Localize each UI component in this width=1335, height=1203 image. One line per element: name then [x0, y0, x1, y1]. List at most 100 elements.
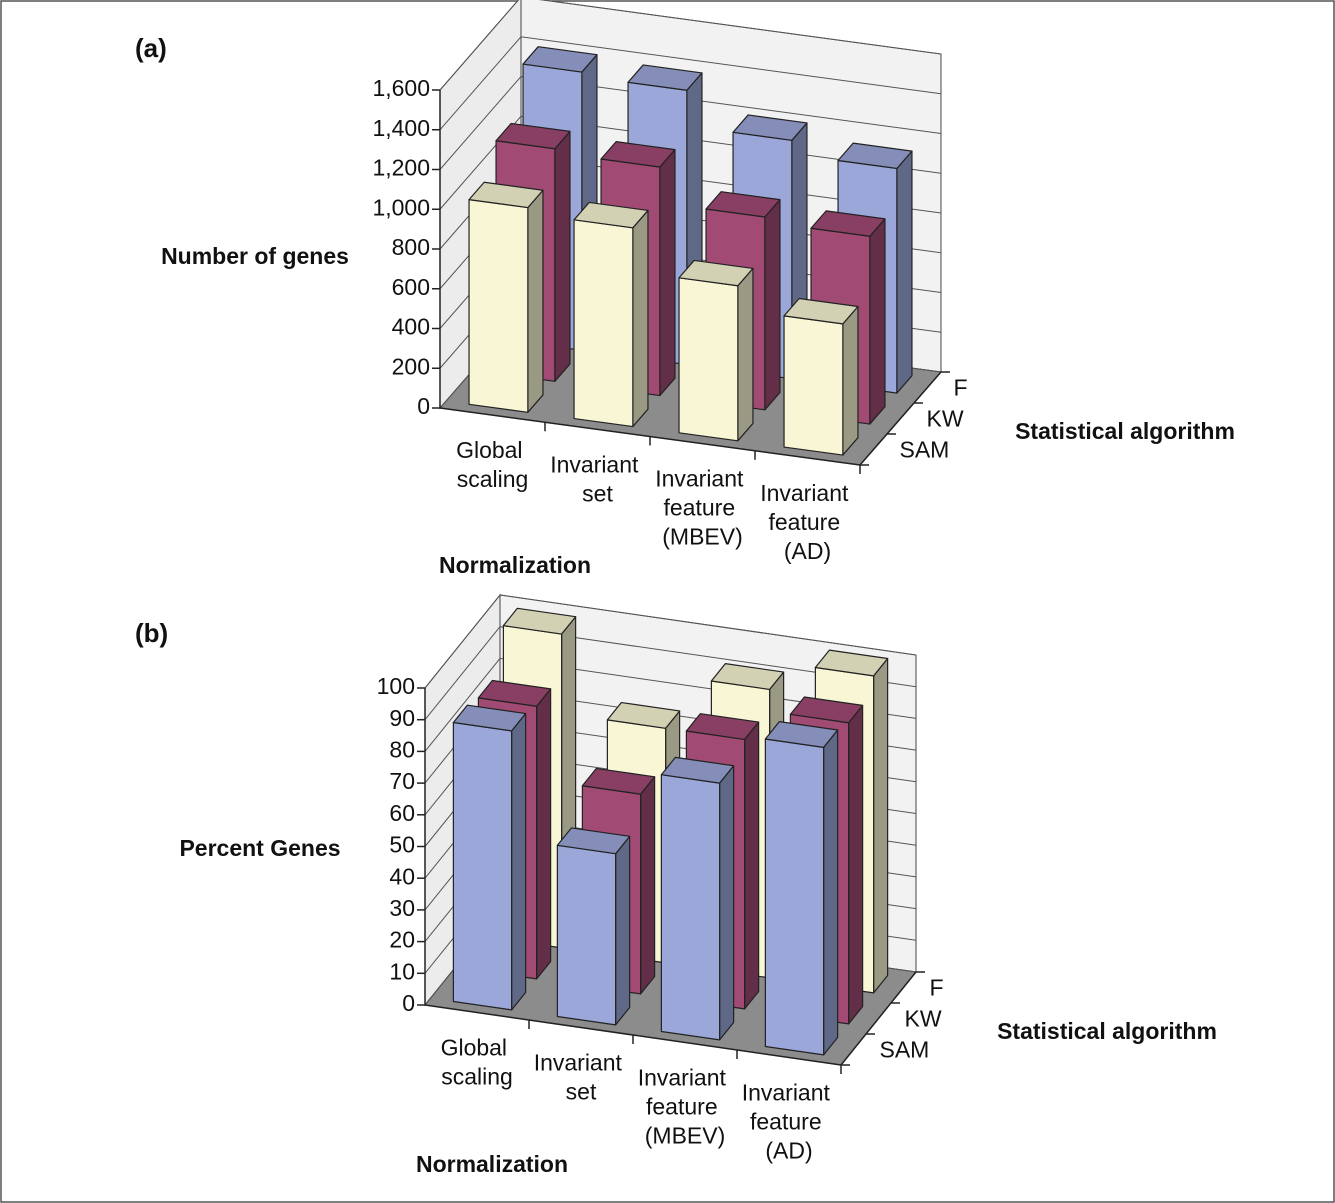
x-tick-label-line: feature: [664, 495, 742, 521]
bar-front: [452, 721, 513, 1011]
x-tick-label: Invariant feature (AD): [760, 480, 855, 564]
bar-side: [615, 835, 631, 1026]
y-tick-label: 50: [389, 832, 415, 858]
bar-side: [823, 729, 839, 1056]
grid-line: [439, 36, 942, 131]
x-tick-label: Global scaling: [441, 1035, 514, 1090]
bar-side: [511, 712, 527, 1011]
bar-side: [536, 688, 552, 980]
bar-top: [477, 679, 552, 707]
x-tick-label-line: feature: [769, 509, 847, 535]
y-tick-label: 1,000: [372, 194, 430, 220]
x-tick-label-line: (AD): [784, 538, 831, 564]
bar-top: [705, 191, 781, 218]
y-tick-label: 0: [402, 990, 415, 1016]
bar-side: [896, 150, 913, 394]
y-tick-label: 600: [392, 274, 430, 300]
bar-top: [710, 663, 785, 691]
bar-side: [527, 189, 544, 413]
x-tick-label: Invariant feature (MBEV): [638, 1065, 733, 1149]
bar-top: [810, 210, 886, 237]
x-tick-label-line: scaling: [441, 1064, 513, 1090]
bar-side: [869, 218, 886, 425]
bar-front: [764, 738, 825, 1056]
bar-front: [783, 315, 844, 456]
bar: [452, 704, 527, 1011]
bar: [660, 756, 735, 1041]
bar-side: [632, 209, 649, 428]
x-tick-label-line: Global: [456, 437, 529, 463]
bar-top: [660, 756, 735, 784]
panel-label: (a): [135, 33, 167, 63]
x-tick-label-line: Invariant: [655, 466, 750, 492]
x-tick-label-line: set: [582, 480, 613, 506]
x-tick-label: Invariant set: [534, 1050, 629, 1105]
bar: [468, 181, 544, 413]
x-axis-label: Normalization: [439, 552, 591, 578]
bar-top: [452, 704, 527, 732]
bar-top: [600, 141, 676, 168]
bar: [678, 259, 754, 442]
bar-top: [502, 607, 577, 635]
z-axis-label: Statistical algorithm: [1015, 418, 1235, 444]
bar-top: [522, 46, 598, 73]
depth-label: F: [954, 375, 968, 401]
x-tick-label-line: Invariant: [550, 451, 645, 477]
x-tick-label-line: Invariant: [638, 1065, 733, 1091]
y-tick-label: 20: [389, 927, 415, 953]
bar-front: [468, 199, 529, 413]
x-tick-label-line: feature: [646, 1094, 724, 1120]
bar-top: [606, 701, 681, 729]
y-tick-label: 60: [389, 800, 415, 826]
y-tick-label: 1,600: [372, 75, 430, 101]
bar-top: [783, 297, 859, 325]
bar-top: [814, 649, 889, 677]
y-axis-label: Number of genes: [161, 243, 349, 269]
bar-top: [764, 721, 839, 748]
x-tick-label-line: feature: [750, 1109, 828, 1135]
bar-side: [554, 130, 571, 382]
x-tick-label-line: Global: [441, 1035, 514, 1061]
y-tick-label: 30: [389, 895, 415, 921]
y-tick-label: 200: [392, 353, 430, 379]
bar: [783, 297, 859, 456]
bar-front: [556, 844, 617, 1026]
bar-top: [837, 142, 913, 170]
bar-top: [732, 114, 808, 141]
x-tick-label: Invariant feature (AD): [742, 1080, 837, 1164]
bar-side: [719, 765, 735, 1041]
x-axis-label: Normalization: [416, 1151, 568, 1177]
bar-top: [678, 259, 754, 287]
grid-line: [424, 594, 917, 689]
y-axis-label: Percent Genes: [179, 835, 340, 861]
bar-front: [573, 219, 634, 428]
bar-top: [468, 181, 544, 209]
bar-top: [685, 713, 760, 741]
bar-side: [764, 199, 781, 411]
y-tick-label: 1,400: [372, 115, 430, 141]
x-tick-label-line: Invariant: [760, 480, 855, 506]
bar-front: [678, 277, 739, 442]
y-tick-label: 800: [392, 234, 430, 260]
grid-line: [439, 0, 942, 91]
bar: [556, 827, 631, 1026]
y-tick-label: 10: [389, 958, 415, 984]
bar-top: [789, 696, 864, 724]
panel-label: (b): [135, 618, 168, 648]
z-axis: [859, 371, 942, 466]
x-tick-label-line: Invariant: [742, 1080, 837, 1106]
y-tick-label: 0: [417, 393, 430, 419]
depth-label: KW: [927, 406, 964, 432]
y-tick-label: 400: [392, 314, 430, 340]
bar-top: [627, 64, 703, 91]
x-tick-label: Invariant set: [550, 451, 645, 506]
y-tick-label: 40: [389, 863, 415, 889]
bar-side: [640, 776, 656, 995]
x-tick-label-line: (MBEV): [645, 1123, 726, 1149]
bar: [764, 721, 839, 1056]
x-tick-label-line: (AD): [765, 1138, 812, 1164]
bar-side: [842, 305, 859, 456]
bar-side: [659, 149, 676, 397]
bar-top: [556, 827, 631, 855]
